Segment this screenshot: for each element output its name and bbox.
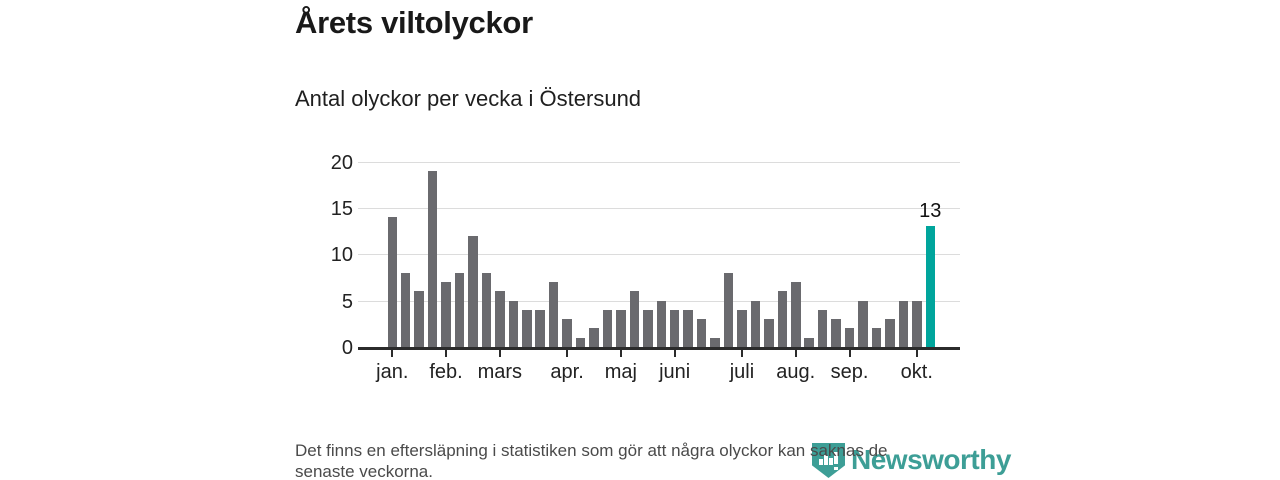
- x-axis-line: [358, 347, 960, 350]
- y-axis-label-5: 5: [341, 290, 353, 313]
- gridline-y20: [358, 161, 960, 163]
- x-axis-tick-feb: [445, 350, 448, 357]
- footer-note-line1: Det finns en eftersläpning i statistiken…: [295, 441, 888, 460]
- x-axis-label-juli: juli: [729, 361, 755, 383]
- bar-week-25: [710, 337, 720, 347]
- bar-week-13: [548, 282, 559, 347]
- chart-subtitle: Antal olyckor per vecka i Östersund: [295, 86, 642, 111]
- bar-week-29: [764, 319, 774, 347]
- bar-week-8: [481, 272, 492, 347]
- bar-week-30: [777, 291, 788, 347]
- x-axis-tick-mars: [498, 350, 501, 357]
- gridline-y15: [358, 207, 960, 209]
- bar-week-22: [669, 309, 680, 347]
- x-axis-tick-sep: [848, 350, 851, 357]
- bar-week-6: [454, 272, 465, 347]
- x-axis-tick-aug: [794, 350, 797, 357]
- bar-week-3: [414, 291, 424, 347]
- bar-week-27: [737, 309, 747, 347]
- bar-week-16: [589, 328, 599, 347]
- bar-week-40: [912, 300, 922, 347]
- gridline-y10: [358, 254, 960, 256]
- x-axis-label-juni: juni: [659, 361, 691, 383]
- x-axis-label-aug: aug.: [776, 361, 816, 383]
- bar-week-39: [898, 300, 909, 347]
- x-axis-label-apr: apr.: [550, 361, 584, 383]
- x-axis-tick-maj: [619, 350, 622, 357]
- bar-week-24: [696, 319, 707, 347]
- footer-note-line2: senaste veckorna.: [295, 462, 433, 480]
- bar-week-18: [616, 309, 626, 347]
- bar-week-33: [817, 309, 828, 347]
- bar-week-20: [643, 309, 653, 347]
- page-title: Årets viltolyckor: [295, 5, 533, 40]
- x-axis-tick-juli: [740, 350, 743, 357]
- x-axis-label-sep: sep.: [830, 361, 869, 383]
- bar-week-14: [562, 319, 572, 347]
- y-axis-label-15: 15: [330, 197, 353, 220]
- x-axis-label-mars: mars: [477, 361, 523, 383]
- bar-week-38: [885, 319, 895, 347]
- bar-week-11: [522, 309, 532, 347]
- bar-week-32: [804, 337, 814, 347]
- bar-week-34: [831, 319, 841, 347]
- bar-week-26: [723, 272, 734, 347]
- x-axis-label-okt: okt.: [900, 361, 933, 383]
- footer-note: Det finns en eftersläpning i statistiken…: [295, 440, 887, 480]
- x-axis-tick-juni: [673, 350, 676, 357]
- bar-week-5: [441, 282, 451, 347]
- bar-week-1: [387, 217, 397, 347]
- y-axis-label-0: 0: [341, 337, 353, 359]
- bar-week-21: [656, 300, 666, 347]
- bar-week-9: [495, 291, 505, 347]
- x-axis-tick-okt: [915, 350, 918, 357]
- brand-name: Newsworthy: [851, 444, 1011, 475]
- brand-logo: Newsworthy: [812, 443, 1011, 478]
- x-axis-label-jan: jan.: [376, 361, 409, 383]
- x-axis-tick-jan: [391, 350, 394, 357]
- x-axis-tick-apr: [566, 350, 569, 357]
- bar-week-41: [925, 226, 935, 347]
- highlight-value-label: 13: [919, 200, 942, 223]
- y-axis-label-20: 20: [330, 151, 353, 174]
- bar-week-2: [400, 272, 411, 347]
- bar-week-37: [871, 328, 882, 347]
- y-axis-label-10: 10: [330, 244, 353, 267]
- bar-week-19: [629, 291, 640, 347]
- bar-week-15: [575, 337, 586, 347]
- bar-week-7: [468, 235, 478, 347]
- bar-week-28: [750, 300, 761, 347]
- bar-week-17: [602, 309, 613, 347]
- bar-week-36: [858, 300, 868, 347]
- bar-week-10: [508, 300, 519, 347]
- x-axis-label-maj: maj: [604, 361, 638, 383]
- bar-week-4: [427, 170, 438, 347]
- bar-week-23: [683, 309, 693, 347]
- bar-week-12: [535, 309, 545, 347]
- bar-week-31: [791, 282, 801, 347]
- x-axis-label-feb: feb.: [429, 361, 463, 383]
- bar-week-35: [844, 328, 855, 347]
